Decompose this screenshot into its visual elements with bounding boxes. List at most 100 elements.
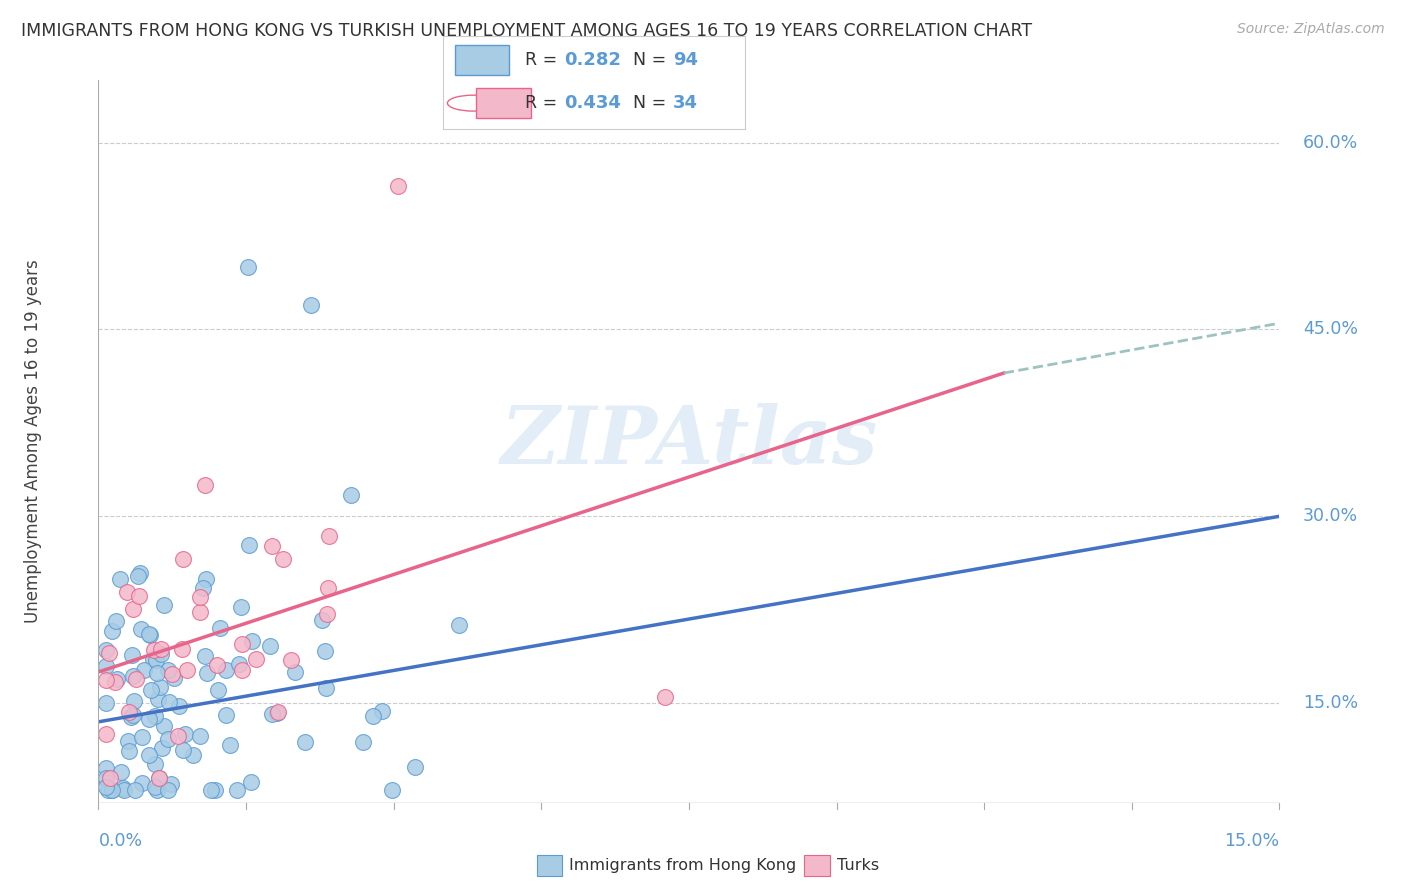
Point <box>96 643 118 657</box>
Point <box>267 705 290 719</box>
Point <box>370 704 392 718</box>
Point <box>112 780 135 795</box>
Point <box>352 734 374 748</box>
Point <box>215 663 238 677</box>
Point <box>311 613 333 627</box>
Text: N =: N = <box>633 95 672 112</box>
Point <box>100 783 122 797</box>
Point <box>262 539 284 553</box>
Point <box>150 648 173 662</box>
Point <box>316 581 339 595</box>
Point <box>105 672 128 686</box>
Point <box>271 552 294 566</box>
Point <box>96 697 118 711</box>
Point <box>205 657 228 672</box>
Point <box>262 707 284 722</box>
Point <box>97 783 120 797</box>
Point <box>315 607 337 621</box>
Point <box>245 651 267 665</box>
Point <box>139 682 162 697</box>
Point <box>138 626 160 640</box>
Text: R =: R = <box>524 95 562 112</box>
Point <box>404 760 426 774</box>
Point <box>127 569 149 583</box>
Point <box>101 624 124 638</box>
Point <box>145 653 167 667</box>
Point <box>121 648 143 662</box>
Point <box>153 599 176 613</box>
Point <box>218 738 240 752</box>
Text: Immigrants from Hong Kong: Immigrants from Hong Kong <box>569 858 797 872</box>
Point <box>120 710 142 724</box>
Point <box>122 694 145 708</box>
Point <box>299 297 322 311</box>
Point <box>204 783 226 797</box>
Point <box>131 775 153 789</box>
Point <box>238 538 260 552</box>
Text: 15.0%: 15.0% <box>1303 694 1358 712</box>
Text: 0.434: 0.434 <box>564 95 620 112</box>
Point <box>96 780 118 794</box>
Point <box>207 683 229 698</box>
Point <box>148 771 170 785</box>
Point <box>176 663 198 677</box>
Point <box>139 628 162 642</box>
Point <box>110 765 132 780</box>
Point <box>146 691 169 706</box>
Point <box>208 621 231 635</box>
Point <box>138 712 160 726</box>
Point <box>128 589 150 603</box>
Point <box>153 719 176 733</box>
Point <box>149 680 172 694</box>
Text: 0.282: 0.282 <box>564 51 621 69</box>
Point <box>131 731 153 745</box>
Point <box>170 641 193 656</box>
Point <box>122 707 145 722</box>
Point <box>157 696 180 710</box>
Point <box>118 744 141 758</box>
Point <box>117 734 139 748</box>
Point <box>200 783 222 797</box>
Point <box>122 668 145 682</box>
Point <box>654 690 676 704</box>
FancyBboxPatch shape <box>456 45 509 75</box>
Point <box>280 653 302 667</box>
Point <box>381 783 404 797</box>
Point <box>162 672 184 686</box>
Point <box>228 657 250 671</box>
Point <box>340 488 363 502</box>
Point <box>148 771 170 785</box>
Point <box>138 748 160 763</box>
Point <box>160 777 183 791</box>
Text: 94: 94 <box>672 51 697 69</box>
Point <box>157 663 180 677</box>
Point <box>96 771 118 785</box>
Point <box>125 672 148 686</box>
Point <box>239 775 262 789</box>
Point <box>361 708 384 723</box>
Point <box>143 709 166 723</box>
Point <box>294 735 316 749</box>
Point <box>96 727 118 741</box>
Point <box>231 663 253 677</box>
Text: IMMIGRANTS FROM HONG KONG VS TURKISH UNEMPLOYMENT AMONG AGES 16 TO 19 YEARS CORR: IMMIGRANTS FROM HONG KONG VS TURKISH UNE… <box>21 22 1032 40</box>
Point <box>284 665 307 679</box>
Point <box>115 585 138 599</box>
Text: 0.0%: 0.0% <box>98 831 142 850</box>
Text: 45.0%: 45.0% <box>1303 320 1358 338</box>
Point <box>143 643 166 657</box>
Text: ZIPAtlas: ZIPAtlas <box>501 403 877 480</box>
Point <box>188 729 211 743</box>
Point <box>318 529 340 543</box>
Point <box>194 649 217 664</box>
Point <box>145 757 167 772</box>
Point <box>259 639 281 653</box>
Point <box>314 643 336 657</box>
Point <box>108 572 131 586</box>
Text: Turks: Turks <box>837 858 879 872</box>
Point <box>96 658 118 673</box>
Point <box>131 622 153 636</box>
Point <box>447 618 470 632</box>
Text: 34: 34 <box>672 95 697 112</box>
Point <box>118 705 141 719</box>
